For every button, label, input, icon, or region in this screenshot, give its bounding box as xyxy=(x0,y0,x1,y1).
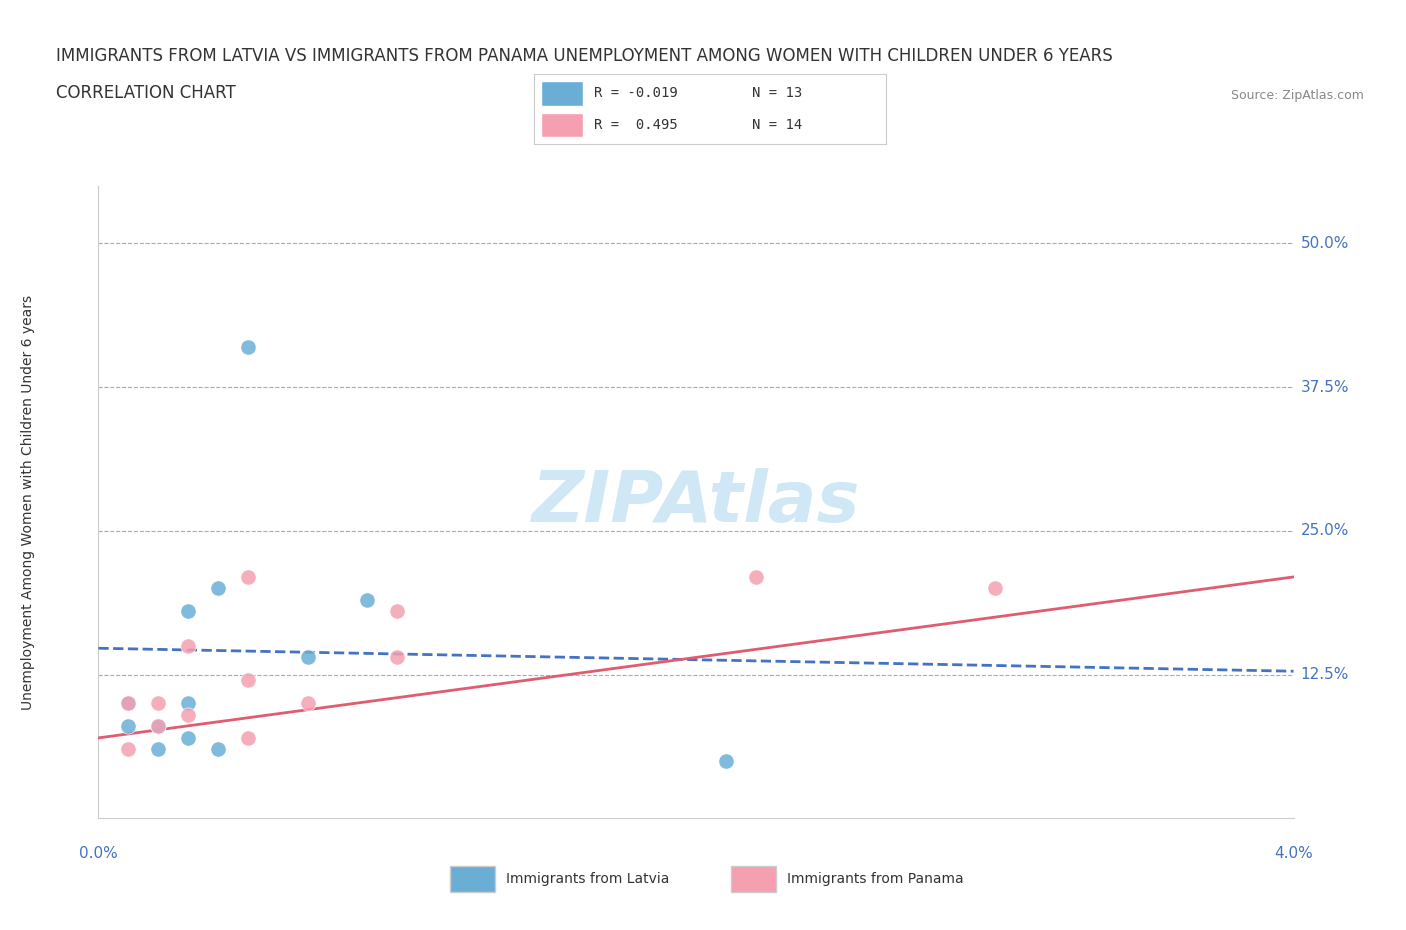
Point xyxy=(177,639,200,654)
Point xyxy=(148,742,170,757)
Point xyxy=(236,730,259,745)
Point xyxy=(983,581,1005,596)
FancyBboxPatch shape xyxy=(541,113,583,138)
Point xyxy=(117,742,139,757)
Text: Immigrants from Latvia: Immigrants from Latvia xyxy=(506,871,669,886)
Point xyxy=(148,719,170,734)
Point xyxy=(207,742,229,757)
Point xyxy=(117,696,139,711)
Point xyxy=(297,650,319,665)
FancyBboxPatch shape xyxy=(731,866,776,892)
Text: 25.0%: 25.0% xyxy=(1301,524,1348,538)
Text: 4.0%: 4.0% xyxy=(1274,846,1313,861)
Text: 50.0%: 50.0% xyxy=(1301,236,1348,251)
Text: 0.0%: 0.0% xyxy=(79,846,118,861)
Point xyxy=(177,696,200,711)
Point xyxy=(207,581,229,596)
Point xyxy=(236,673,259,688)
Point xyxy=(148,696,170,711)
Point xyxy=(236,339,259,354)
FancyBboxPatch shape xyxy=(541,82,583,106)
Text: R = -0.019: R = -0.019 xyxy=(593,86,678,100)
Point xyxy=(236,569,259,584)
Text: Immigrants from Panama: Immigrants from Panama xyxy=(787,871,965,886)
Point xyxy=(177,730,200,745)
FancyBboxPatch shape xyxy=(450,866,495,892)
Text: 37.5%: 37.5% xyxy=(1301,379,1348,394)
Point xyxy=(297,696,319,711)
Point xyxy=(177,708,200,723)
Point xyxy=(117,719,139,734)
Point xyxy=(714,753,737,768)
Text: N = 14: N = 14 xyxy=(752,117,803,132)
Text: Source: ZipAtlas.com: Source: ZipAtlas.com xyxy=(1230,89,1364,102)
Point xyxy=(117,696,139,711)
Text: R =  0.495: R = 0.495 xyxy=(593,117,678,132)
Text: 12.5%: 12.5% xyxy=(1301,667,1348,683)
Point xyxy=(385,604,409,618)
Text: Unemployment Among Women with Children Under 6 years: Unemployment Among Women with Children U… xyxy=(21,295,35,710)
Point xyxy=(385,650,409,665)
Point xyxy=(148,719,170,734)
Point xyxy=(356,592,378,607)
Text: CORRELATION CHART: CORRELATION CHART xyxy=(56,85,236,102)
Text: N = 13: N = 13 xyxy=(752,86,803,100)
Point xyxy=(745,569,768,584)
Text: IMMIGRANTS FROM LATVIA VS IMMIGRANTS FROM PANAMA UNEMPLOYMENT AMONG WOMEN WITH C: IMMIGRANTS FROM LATVIA VS IMMIGRANTS FRO… xyxy=(56,47,1114,65)
Point xyxy=(177,604,200,618)
Text: ZIPAtlas: ZIPAtlas xyxy=(531,468,860,537)
